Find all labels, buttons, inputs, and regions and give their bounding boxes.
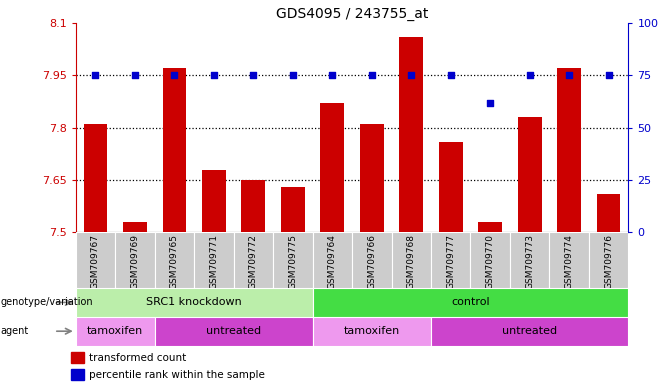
Point [327, 72, 338, 78]
Point [406, 72, 417, 78]
Bar [71, 352, 84, 363]
Text: GSM709768: GSM709768 [407, 234, 416, 289]
Text: tamoxifen: tamoxifen [87, 326, 143, 336]
Bar [439, 142, 463, 232]
Point [564, 72, 574, 78]
Bar [399, 37, 423, 232]
Bar [76, 232, 115, 288]
Text: tamoxifen: tamoxifen [343, 326, 400, 336]
Point [485, 99, 495, 106]
Point [169, 72, 180, 78]
Text: GSM709764: GSM709764 [328, 234, 337, 289]
Text: GSM709772: GSM709772 [249, 234, 258, 289]
Text: untreated: untreated [502, 326, 557, 336]
Bar [431, 232, 470, 288]
Bar [234, 232, 273, 288]
Text: agent: agent [1, 326, 29, 336]
Text: GSM709771: GSM709771 [209, 234, 218, 289]
Point [524, 72, 535, 78]
Bar [597, 194, 620, 232]
Point [248, 72, 259, 78]
Text: percentile rank within the sample: percentile rank within the sample [89, 370, 265, 380]
Bar [155, 317, 313, 346]
Bar [510, 232, 549, 288]
Bar [478, 222, 502, 232]
Text: GSM709769: GSM709769 [130, 234, 139, 289]
Text: GSM709765: GSM709765 [170, 234, 179, 289]
Text: GSM709776: GSM709776 [604, 234, 613, 289]
Bar [589, 232, 628, 288]
Bar [76, 317, 155, 346]
Bar [115, 232, 155, 288]
Bar [392, 232, 431, 288]
Bar [313, 317, 431, 346]
Text: genotype/variation: genotype/variation [1, 297, 93, 308]
Text: GSM709770: GSM709770 [486, 234, 495, 289]
Bar [202, 170, 226, 232]
Point [130, 72, 140, 78]
Text: GSM709773: GSM709773 [525, 234, 534, 289]
Point [603, 72, 614, 78]
Bar [123, 222, 147, 232]
Point [90, 72, 101, 78]
Bar [194, 232, 234, 288]
Text: GSM709774: GSM709774 [565, 234, 574, 289]
Bar [71, 369, 84, 380]
Text: GSM709775: GSM709775 [288, 234, 297, 289]
Text: transformed count: transformed count [89, 353, 186, 362]
Point [367, 72, 377, 78]
Text: GSM709777: GSM709777 [446, 234, 455, 289]
Bar [352, 232, 392, 288]
Bar [470, 232, 510, 288]
Point [288, 72, 298, 78]
Bar [76, 288, 313, 317]
Bar [84, 124, 107, 232]
Bar [155, 232, 194, 288]
Bar [549, 232, 589, 288]
Text: untreated: untreated [206, 326, 261, 336]
Bar [431, 317, 628, 346]
Bar [557, 68, 581, 232]
Bar [518, 117, 542, 232]
Text: SRC1 knockdown: SRC1 knockdown [146, 297, 242, 308]
Bar [360, 124, 384, 232]
Bar [320, 103, 344, 232]
Text: GSM709767: GSM709767 [91, 234, 100, 289]
Bar [163, 68, 186, 232]
Title: GDS4095 / 243755_at: GDS4095 / 243755_at [276, 7, 428, 21]
Text: control: control [451, 297, 490, 308]
Bar [273, 232, 313, 288]
Point [445, 72, 456, 78]
Point [209, 72, 219, 78]
Bar [281, 187, 305, 232]
Bar [241, 180, 265, 232]
Text: GSM709766: GSM709766 [367, 234, 376, 289]
Bar [313, 288, 628, 317]
Bar [313, 232, 352, 288]
